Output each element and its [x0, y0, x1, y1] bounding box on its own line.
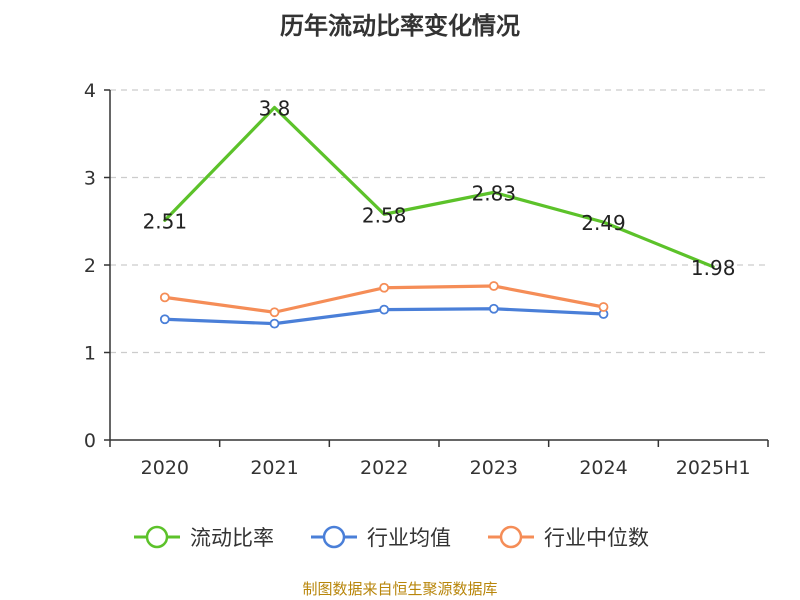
legend-label: 行业均值: [367, 526, 451, 550]
grid-lines: [110, 89, 768, 354]
series-lines: [159, 105, 715, 329]
data-point: [159, 314, 170, 325]
data-label: 2.49: [581, 211, 626, 235]
legend-label: 行业中位数: [544, 526, 649, 550]
data-point: [159, 292, 170, 303]
y-tick-label: 1: [84, 343, 96, 365]
data-point: [488, 281, 499, 291]
data-point: [598, 302, 609, 312]
axes: 0 1 2 3 4 2020 2021 2022 2023 2024 2025H1: [84, 80, 769, 479]
x-tick-label: 2025H1: [676, 457, 751, 479]
legend-marker: [145, 525, 169, 549]
y-tick-label: 0: [84, 430, 96, 452]
legend-item-2[interactable]: 行业均值: [311, 525, 451, 550]
legend-item-1[interactable]: 流动比率: [134, 525, 274, 550]
data-label: 1.98: [691, 256, 736, 280]
series-line-1: [163, 105, 715, 269]
legend: 流动比率 行业均值 行业中位数: [134, 525, 649, 550]
data-point: [379, 304, 390, 315]
x-tick-label: 2021: [250, 457, 298, 479]
y-tick-label: 4: [84, 80, 96, 102]
legend-item-3[interactable]: 行业中位数: [488, 525, 649, 550]
y-tick-label: 2: [84, 255, 96, 277]
data-point: [488, 303, 499, 314]
data-point: [269, 307, 280, 318]
data-label: 2.83: [472, 181, 517, 205]
data-labels: 2.51 3.8 2.58 2.83 2.49 1.98: [143, 97, 736, 280]
x-tick-label: 2023: [470, 457, 518, 479]
data-point: [379, 282, 390, 293]
x-tick-label: 2024: [579, 457, 627, 479]
data-label: 2.58: [362, 203, 407, 227]
x-tick-label: 2020: [141, 457, 189, 479]
data-point: [269, 318, 280, 329]
x-tick-label: 2022: [360, 457, 408, 479]
data-label: 3.8: [259, 97, 291, 121]
legend-label: 流动比率: [190, 526, 274, 550]
legend-marker: [322, 525, 346, 549]
y-tick-label: 3: [84, 168, 96, 190]
source-note: 制图数据来自恒生聚源数据库: [302, 580, 498, 598]
legend-marker: [499, 525, 523, 549]
data-label: 2.51: [143, 209, 188, 233]
chart-title: 历年流动比率变化情况: [280, 12, 520, 40]
